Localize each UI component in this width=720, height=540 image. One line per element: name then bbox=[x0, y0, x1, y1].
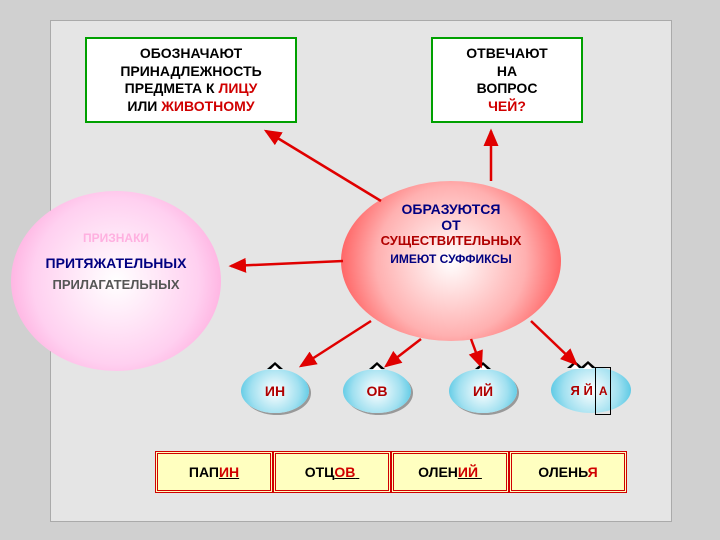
box-denote: ОБОЗНАЧАЮТ ПРИНАДЛЕЖНОСТЬ ПРЕДМЕТА К ЛИЦ… bbox=[85, 37, 297, 123]
example-olenya: ОЛЕНЬЯ bbox=[509, 451, 627, 493]
pink-main: ПРИТЯЖАТЕЛЬНЫХ bbox=[11, 255, 221, 271]
box-question-l2: НА bbox=[437, 63, 577, 81]
suffix-in: ИН bbox=[241, 369, 309, 413]
red-l2: ОТ bbox=[341, 217, 561, 233]
suffix-ya: Я ЙА bbox=[551, 367, 631, 413]
box-denote-l4: ИЛИ ЖИВОТНОМУ bbox=[91, 98, 291, 116]
circle-possessive: ПРИЗНАКИ ПРИТЯЖАТЕЛЬНЫХ ПРИЛАГАТЕЛЬНЫХ bbox=[11, 191, 221, 371]
box-denote-l3: ПРЕДМЕТА К ЛИЦУ bbox=[91, 80, 291, 98]
pink-sub: ПРИЛАГАТЕЛЬНЫХ bbox=[11, 277, 221, 292]
diagram-panel: ОБОЗНАЧАЮТ ПРИНАДЛЕЖНОСТЬ ПРЕДМЕТА К ЛИЦ… bbox=[50, 20, 672, 522]
box-denote-l2: ПРИНАДЛЕЖНОСТЬ bbox=[91, 63, 291, 81]
box-question: ОТВЕЧАЮТ НА ВОПРОС ЧЕЙ? bbox=[431, 37, 583, 123]
box-denote-l1: ОБОЗНАЧАЮТ bbox=[91, 45, 291, 63]
box-question-l1: ОТВЕЧАЮТ bbox=[437, 45, 577, 63]
example-olenij: ОЛЕНИЙ bbox=[391, 451, 509, 493]
example-otcov: ОТЦОВ bbox=[273, 451, 391, 493]
suffix-ij: ИЙ bbox=[449, 369, 517, 413]
circle-formation: ОБРАЗУЮТСЯ ОТ СУЩЕСТВИТЕЛЬНЫХ ИМЕЮТ СУФФ… bbox=[341, 181, 561, 341]
red-l4: ИМЕЮТ СУФФИКСЫ bbox=[341, 252, 561, 266]
box-question-l3: ВОПРОС bbox=[437, 80, 577, 98]
example-papin: ПАПИН bbox=[155, 451, 273, 493]
suffix-ov: ОВ bbox=[343, 369, 411, 413]
box-question-l4: ЧЕЙ? bbox=[437, 98, 577, 116]
red-l3: СУЩЕСТВИТЕЛЬНЫХ bbox=[341, 233, 561, 248]
pink-faint: ПРИЗНАКИ bbox=[11, 191, 221, 245]
examples-row: ПАПИН ОТЦОВ ОЛЕНИЙ ОЛЕНЬЯ bbox=[155, 451, 627, 493]
red-l1: ОБРАЗУЮТСЯ bbox=[341, 181, 561, 217]
